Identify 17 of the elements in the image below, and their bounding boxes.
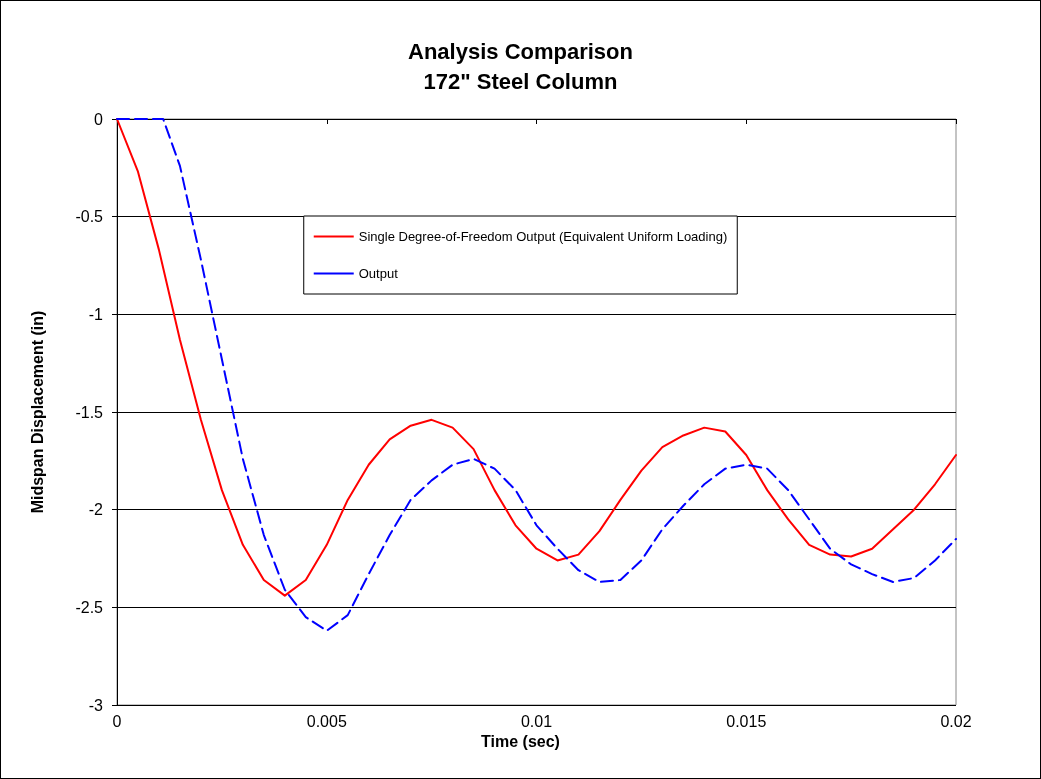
y-tick-label: -2.5 — [75, 598, 104, 616]
x-tick-label: 0.005 — [306, 712, 347, 730]
y-axis-title: Midspan Displacement (in) — [28, 310, 46, 514]
y-tick-label: -2 — [88, 501, 104, 519]
x-axis-title: Time (sec) — [481, 732, 560, 750]
y-tick-label: -0.5 — [75, 208, 104, 226]
legend-label: Output — [358, 266, 399, 281]
x-tick-label: 0.015 — [726, 712, 767, 730]
x-tick-label: 0.02 — [940, 712, 972, 730]
y-tick-label: -1.5 — [75, 403, 104, 421]
x-tick-label: 0 — [112, 712, 122, 730]
y-tick-label: -3 — [88, 696, 104, 714]
legend-label: Single Degree-of-Freedom Output (Equivalent Uniform Loading) — [358, 229, 728, 244]
x-tick-label: 0.01 — [520, 712, 553, 730]
chart-title: Analysis Comparison 172" Steel Column — [408, 38, 633, 94]
y-tick-label: -1 — [88, 305, 104, 323]
y-tick-label: 0 — [94, 110, 104, 128]
